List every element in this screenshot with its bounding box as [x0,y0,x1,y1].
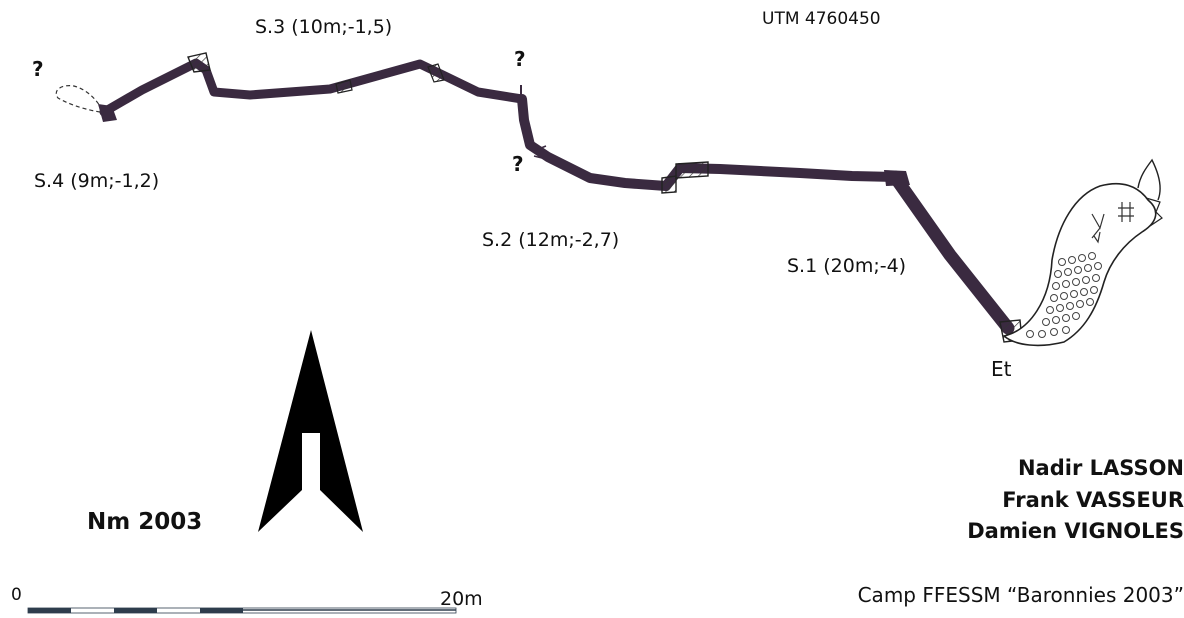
utm-coordinate: UTM 4760450 [762,9,881,29]
unknown-marker-upper: ? [514,47,526,71]
passage-constrictions [187,52,1023,343]
sump-3-label: S.3 (10m;-1,5) [255,16,393,38]
cave-passage [98,58,1015,335]
scale-bar [27,607,457,614]
sump-1-label: S.1 (20m;-4) [787,255,907,277]
north-arrow-icon [258,330,363,532]
author-3: Damien VIGNOLES [967,519,1184,543]
camp-label: Camp FFESSM “Baronnies 2003” [857,583,1184,607]
author-1: Nadir LASSON [1017,456,1184,480]
sump-2-label: S.2 (12m;-2,7) [482,229,620,251]
sump-4-label: S.4 (9m;-1,2) [34,170,160,192]
entrance-label: Et [991,357,1012,381]
scale-start-label: 0 [11,585,22,605]
scale-end-label: 20m [440,588,483,610]
entrance-chamber [1002,158,1163,347]
unknown-marker-left: ? [32,57,44,81]
north-label: Nm 2003 [87,509,203,535]
unknown-marker-lower: ? [512,152,524,176]
author-2: Frank VASSEUR [1002,488,1184,512]
unexplored-continuation [55,85,101,113]
